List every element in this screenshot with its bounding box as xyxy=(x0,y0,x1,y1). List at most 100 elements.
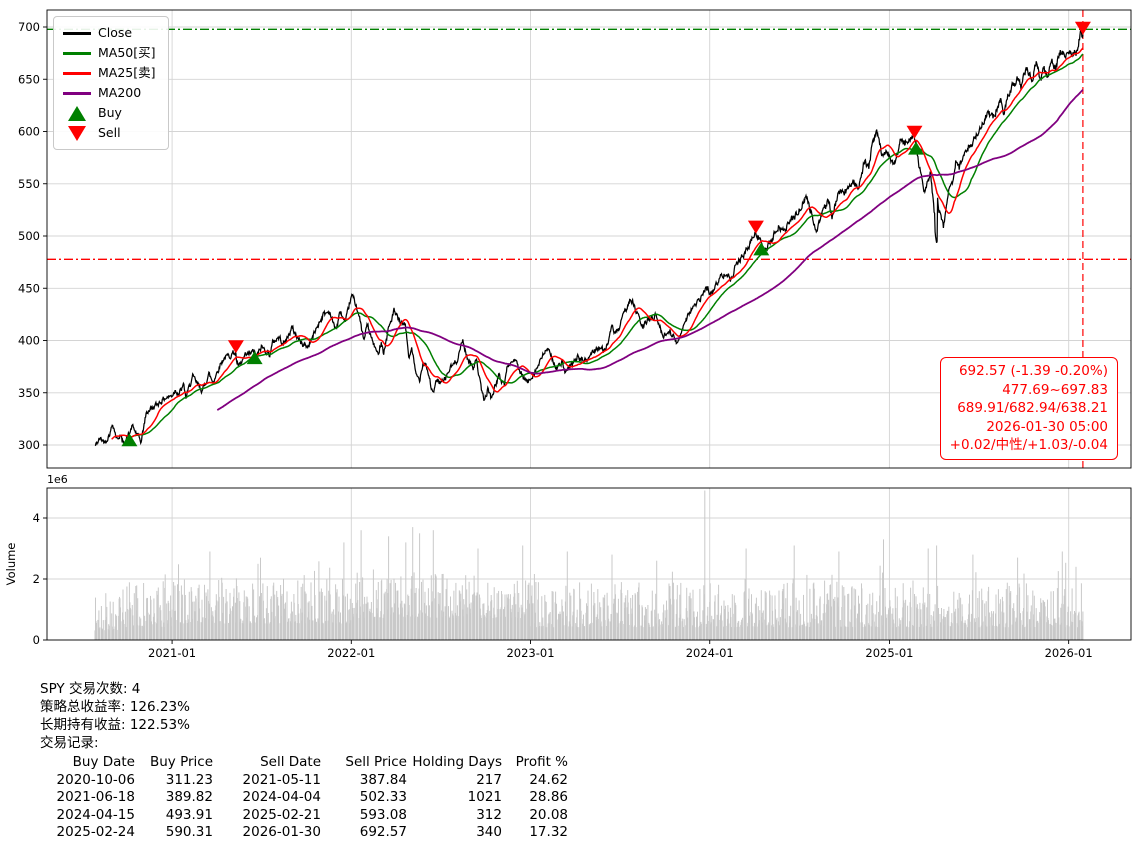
price-ytick-label: 550 xyxy=(18,177,40,191)
trade-cell: Sell Price xyxy=(345,754,407,770)
strategy-return-line: 策略总收益率: 126.23% xyxy=(40,699,190,715)
trade-cell: 24.62 xyxy=(529,771,568,788)
trade-cell: Sell Date xyxy=(260,754,321,770)
legend-line-sample xyxy=(63,31,91,35)
trade-cell: 593.08 xyxy=(359,806,407,823)
trade-table-header: Buy Date Buy Price Sell Date Sell Price Hold… xyxy=(40,753,568,771)
price-ytick-label: 450 xyxy=(18,281,40,295)
price-lines xyxy=(94,27,1084,447)
legend-item: MA25[卖] xyxy=(63,63,156,83)
trade-cell: Buy Date xyxy=(72,754,135,770)
trade-cell: 502.33 xyxy=(359,789,407,805)
annotation-line-time: 2026-01-30 05:00 xyxy=(986,418,1108,435)
legend-line-sample xyxy=(63,71,91,75)
price-ytick-label: 700 xyxy=(18,20,40,34)
volume-ytick-label: 4 xyxy=(33,511,40,525)
sell-marker xyxy=(1074,21,1091,35)
sell-marker xyxy=(227,340,244,354)
volume-scale-label: 1e6 xyxy=(47,473,68,486)
trade-cell: 1021 xyxy=(467,789,502,805)
sell-marker-icon xyxy=(63,125,91,141)
close-line xyxy=(94,27,1084,447)
trade-table: Buy Date Buy Price Sell Date Sell Price Hold… xyxy=(40,753,568,841)
annotation-line-mas: 689.91/682.94/638.21 xyxy=(957,400,1108,417)
trade-cell: 692.57 xyxy=(359,824,407,840)
volume-axis-title: Volume xyxy=(4,543,18,586)
chart-canvas: 300 350 400 450 500 550 600 650 700 0 2 4 2021-01 202… xyxy=(4,9,1132,660)
legend-item: Close xyxy=(63,23,156,43)
price-ytick-label: 600 xyxy=(18,125,40,139)
volume-ytick-label: 2 xyxy=(33,572,40,586)
trade-cell: 28.86 xyxy=(529,789,568,805)
price-ytick-label: 350 xyxy=(18,386,40,400)
trade-table-row: 2025-02-24 590.31 2026-01-30 692.57 340 17.32 xyxy=(40,823,568,841)
price-ytick-label: 400 xyxy=(18,334,40,348)
trade-markers xyxy=(121,21,1091,447)
legend-label: Buy xyxy=(98,105,122,120)
trade-cell: 590.31 xyxy=(165,824,213,840)
strategy-summary: SPY 交易次数: 4 策略总收益率: 126.23% 长期持有收益: 122.… xyxy=(40,680,568,841)
trade-cell: 2021-06-18 xyxy=(56,789,135,805)
trade-cell: Buy Price xyxy=(149,754,213,770)
legend-line-sample xyxy=(63,91,91,95)
volume-panel-frame xyxy=(46,487,1132,641)
trade-cell: Profit % xyxy=(515,754,568,770)
trade-cell: 2020-10-06 xyxy=(56,771,135,788)
trade-cell: 312 xyxy=(476,806,502,823)
annotation-line-signal: +0.02/中性/+1.03/-0.04 xyxy=(949,437,1108,454)
buy-marker-icon xyxy=(63,105,91,121)
trade-cell: 2026-01-30 xyxy=(242,824,321,840)
trade-table-row: 2021-06-18 389.82 2024-04-04 502.33 1021 28.8… xyxy=(40,788,568,806)
annotation-line-range: 477.69~697.83 xyxy=(1002,381,1108,398)
legend-label: MA200 xyxy=(98,85,142,100)
price-annotation-box: 692.57 (-1.39 -0.20%) 477.69~697.83 689.… xyxy=(939,357,1118,460)
x-tick-label: 2024-01 xyxy=(686,646,734,660)
trade-cell: 387.84 xyxy=(359,771,407,788)
legend-item: Sell xyxy=(63,123,156,143)
trade-cell: 2021-05-11 xyxy=(242,771,321,788)
price-ytick-label: 300 xyxy=(18,438,40,452)
buy-marker xyxy=(753,242,770,256)
price-panel-frame xyxy=(46,9,1132,469)
trade-cell: Holding Days xyxy=(412,754,502,770)
price-ytick-label: 650 xyxy=(18,72,40,86)
axis-labels: 300 350 400 450 500 550 600 650 700 0 2 4 2021-01 202… xyxy=(4,20,1093,660)
buy-marker xyxy=(908,141,924,155)
sell-marker xyxy=(747,220,764,234)
x-tick-label: 2021-01 xyxy=(148,646,196,660)
trade-table-row: 2020-10-06 311.23 2021-05-11 387.84 217 24.62 xyxy=(40,771,568,789)
x-tick-label: 2025-01 xyxy=(865,646,913,660)
trade-cell: 311.23 xyxy=(165,771,213,788)
trade-cell: 217 xyxy=(476,771,502,788)
buy-marker xyxy=(121,433,138,447)
trade-cell: 389.82 xyxy=(165,789,213,805)
trade-cell: 2025-02-24 xyxy=(56,824,135,840)
price-ytick-label: 500 xyxy=(18,229,40,243)
legend-label: MA25[卖] xyxy=(98,65,156,80)
legend: Close MA50[买] MA25[卖] MA200 Buy Sell xyxy=(53,16,169,150)
trade-cell: 2025-02-21 xyxy=(242,806,321,823)
volume-ytick-label: 0 xyxy=(33,633,40,647)
legend-item: Buy xyxy=(63,103,156,123)
legend-item: MA200 xyxy=(63,83,156,103)
trade-cell: 493.91 xyxy=(165,806,213,823)
trade-record-title: 交易记录: xyxy=(40,735,99,751)
legend-label: Sell xyxy=(98,125,121,140)
legend-label: MA50[买] xyxy=(98,45,156,60)
trade-cell: 2024-04-15 xyxy=(56,806,135,823)
x-tick-label: 2022-01 xyxy=(327,646,375,660)
trade-cell: 17.32 xyxy=(529,824,568,840)
legend-item: MA50[买] xyxy=(63,43,156,63)
ma200-line xyxy=(216,89,1084,411)
ma25-line xyxy=(111,47,1084,440)
gridlines xyxy=(47,10,1131,641)
hold-return-line: 长期持有收益: 122.53% xyxy=(40,717,190,733)
annotation-line-price: 692.57 (-1.39 -0.20%) xyxy=(958,363,1108,379)
trade-cell: 20.08 xyxy=(529,806,568,823)
trade-count-line: SPY 交易次数: 4 xyxy=(40,681,141,697)
sell-marker xyxy=(906,125,923,139)
x-tick-label: 2026-01 xyxy=(1045,646,1093,660)
legend-label: Close xyxy=(98,25,133,40)
x-tick-label: 2023-01 xyxy=(506,646,554,660)
